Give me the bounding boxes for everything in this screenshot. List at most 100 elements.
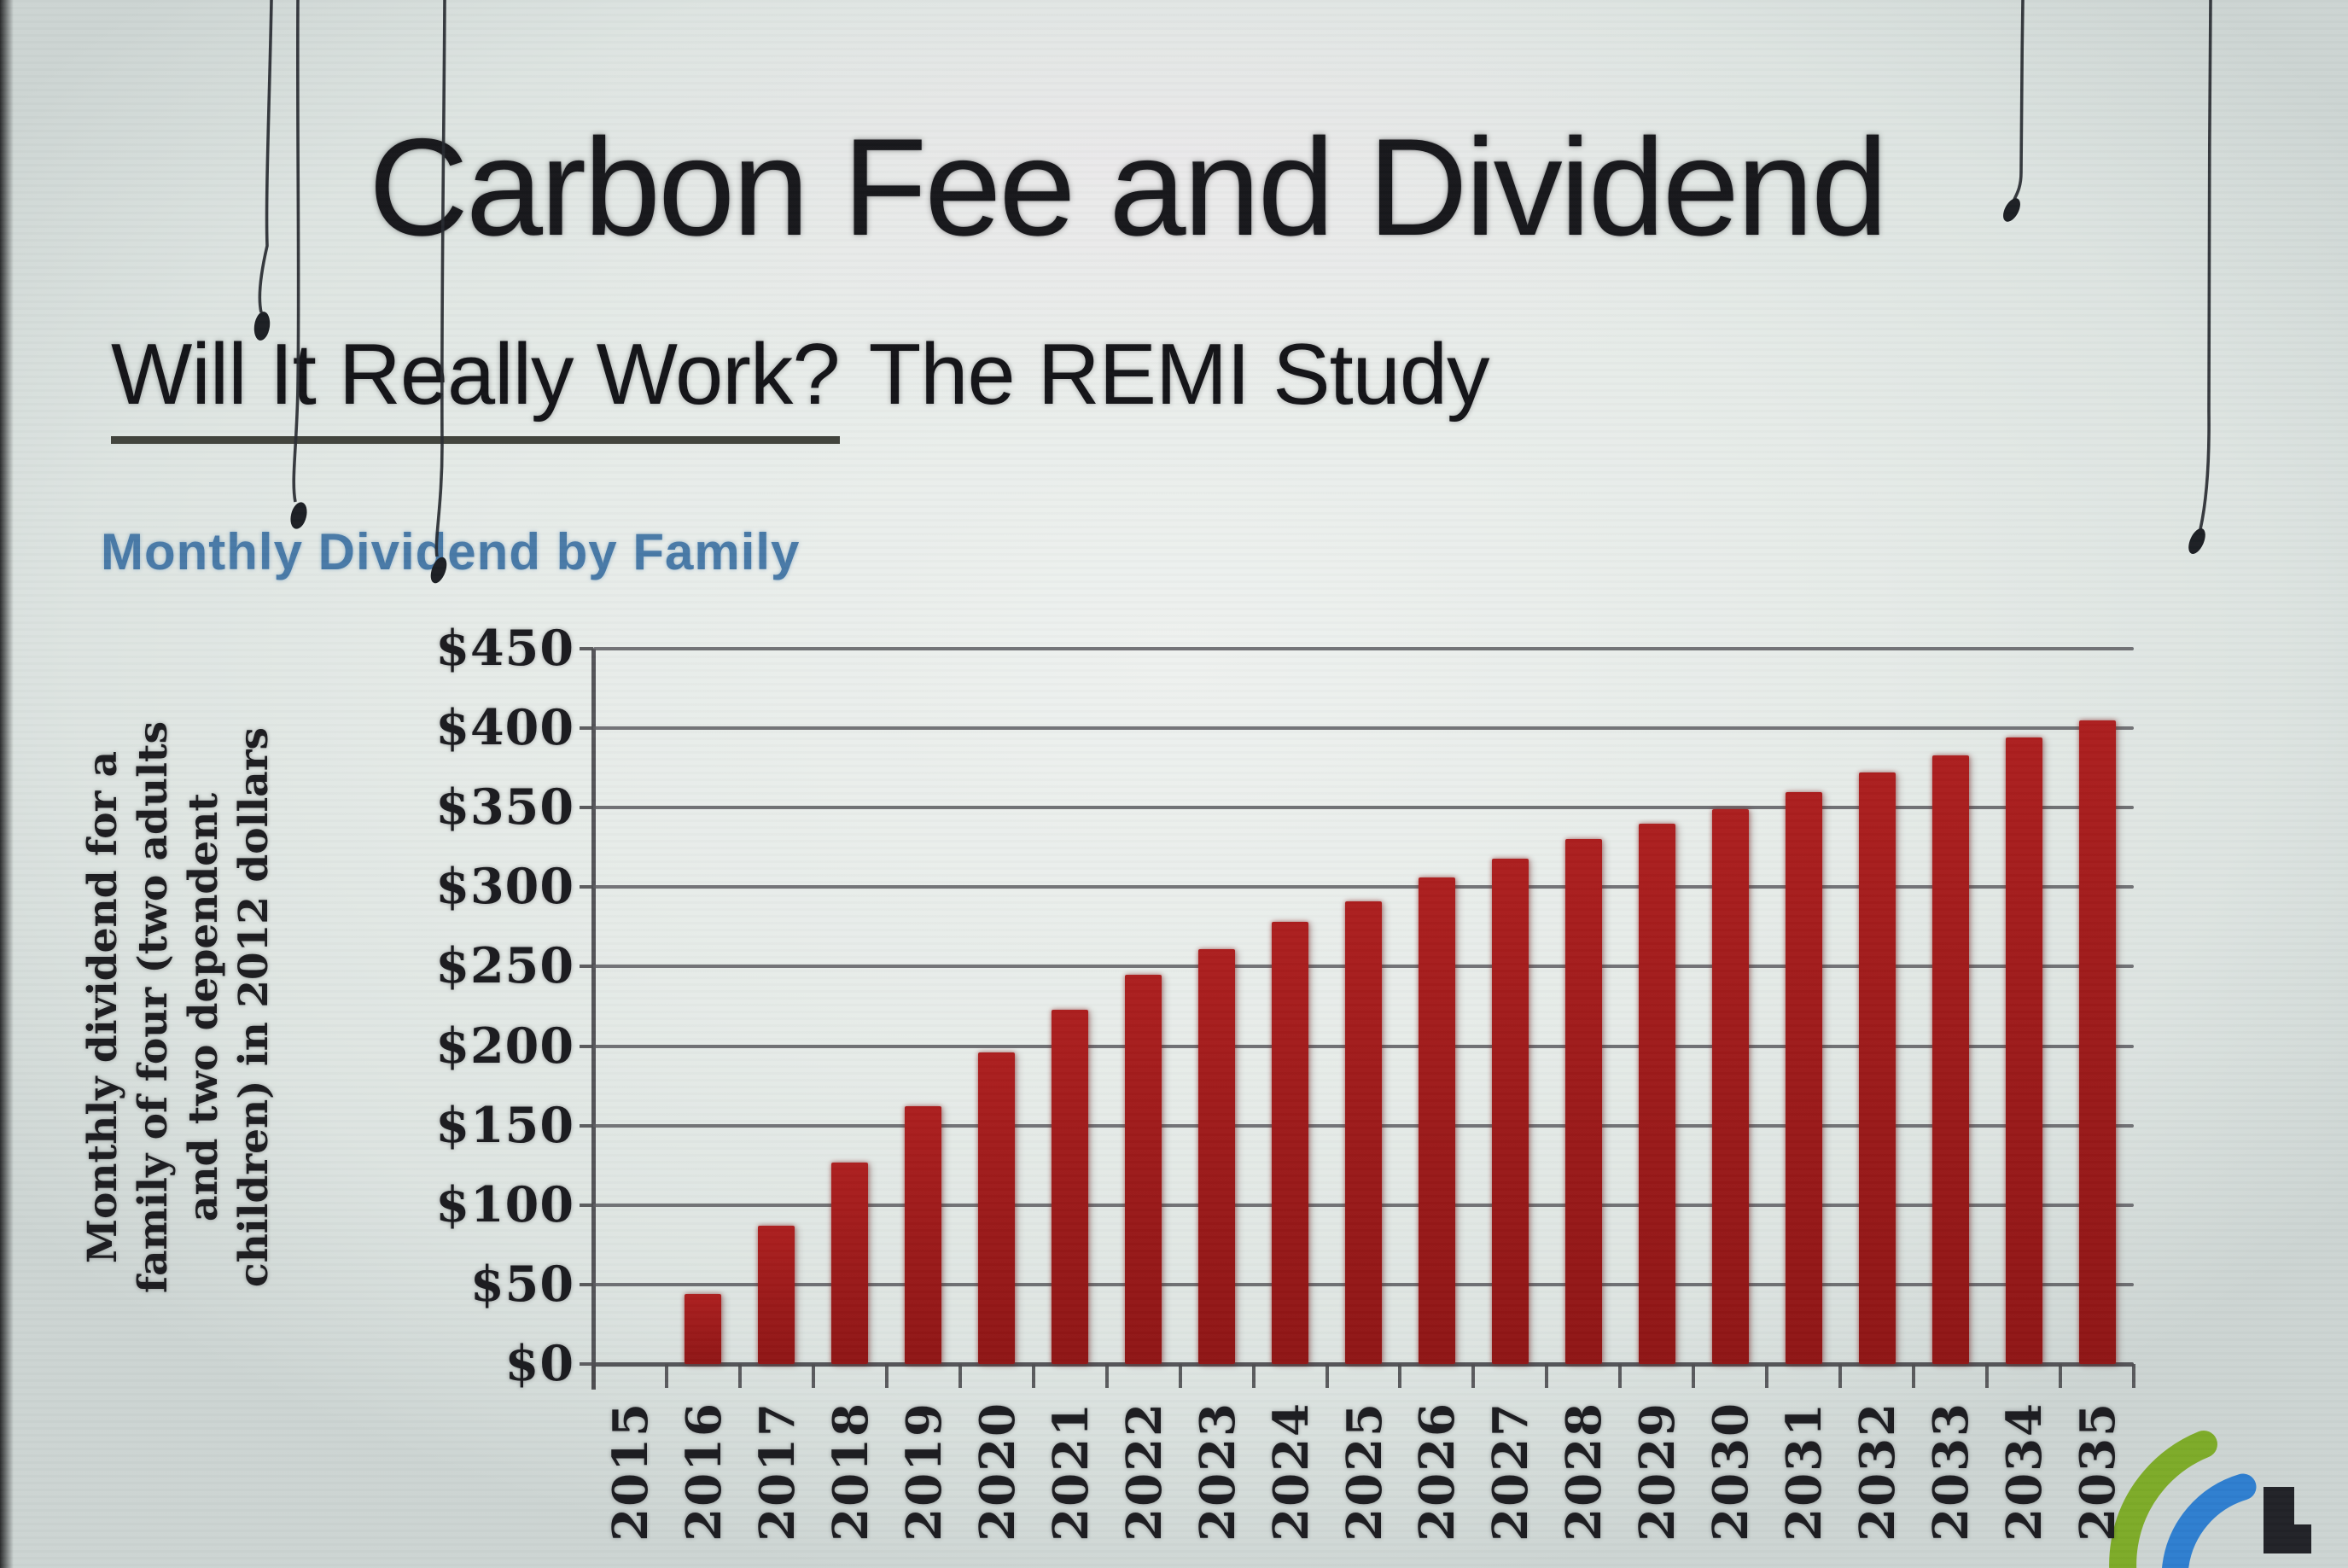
x-axis-tick [1398,1364,1402,1388]
x-axis-tick [591,1364,595,1388]
x-axis-tick [884,1364,889,1388]
grid-line [593,806,2134,810]
grid-line [593,726,2134,731]
y-axis-tick [580,1123,593,1128]
x-axis-line [593,1362,2134,1367]
bar-2034 [2005,737,2042,1364]
y-axis-tick [580,1203,593,1207]
x-tick-label: 2020 [969,1402,1026,1542]
bar-2016 [685,1294,722,1364]
x-tick-label: 2016 [675,1402,732,1542]
x-axis-tick [1765,1364,1769,1388]
x-tick-label: 2015 [602,1402,659,1542]
y-axis-tick [580,1282,593,1286]
x-tick-label: 2030 [1703,1402,1760,1542]
x-axis-tick [811,1364,815,1388]
y-axis-title-line: family of four (two adults [130,720,177,1294]
logo-blue-arc [2162,1473,2257,1568]
subtitle-rest-text: The REMI Study [868,327,1490,423]
bar-2023 [1198,948,1236,1364]
x-tick-label: 2033 [1923,1402,1980,1542]
x-tick-label: 2021 [1042,1402,1099,1542]
y-axis-tick [580,1362,593,1366]
x-tick-label: 2035 [2070,1402,2127,1542]
x-axis-tick [1104,1364,1109,1388]
x-axis-tick [958,1364,962,1388]
subtitle-underlined-text: Will It Really Work? [111,327,841,444]
chart-plot-area [580,647,2135,1390]
photo-left-edge-shadow [0,0,14,1568]
bar-2024 [1272,922,1309,1364]
hanging-cord [434,0,446,557]
x-axis-tick [1031,1364,1035,1388]
x-axis-tick [1178,1364,1182,1388]
x-tick-label: 2026 [1409,1402,1466,1542]
y-tick-label: $300 [435,858,574,916]
x-tick-label: 2027 [1483,1402,1540,1542]
y-axis-title-line: and two dependent [180,792,227,1222]
chart-heading: Monthly Dividend by Family [101,523,801,580]
y-axis-tick [580,965,593,969]
slide-title: Carbon Fee and Dividend [368,109,1888,265]
bar-2030 [1711,809,1749,1364]
x-axis-tick [2132,1364,2135,1388]
grid-line [593,885,2134,889]
x-axis-tick [1545,1364,1549,1388]
bar-2031 [1785,791,1822,1364]
bar-2022 [1125,974,1162,1364]
x-axis-tick [1985,1364,1990,1388]
y-axis-tick [580,806,593,810]
x-tick-label: 2022 [1116,1402,1173,1542]
y-tick-label: $200 [435,1017,574,1075]
x-axis-tick [1251,1364,1256,1388]
x-tick-label: 2032 [1850,1402,1907,1542]
x-tick-label: 2034 [1996,1402,2054,1542]
x-tick-label: 2023 [1189,1402,1246,1542]
y-axis-title-line: Monthly dividend for a [79,750,126,1264]
bar-2026 [1418,877,1455,1364]
bar-2017 [758,1226,795,1364]
y-axis-line [591,649,596,1390]
x-tick-label: 2017 [749,1402,806,1542]
y-tick-label: $50 [470,1255,574,1313]
bar-2025 [1345,901,1382,1364]
logo-letter-l [2264,1487,2311,1553]
bar-2018 [831,1162,869,1364]
x-axis-tick [664,1364,668,1388]
x-tick-label: 2025 [1336,1402,1393,1542]
x-axis-tick [1618,1364,1623,1388]
y-tick-label: $350 [435,778,574,836]
x-tick-label: 2029 [1629,1402,1687,1542]
slide-subtitle: Will It Really Work? The REMI Study [111,326,1490,444]
y-axis-tick [580,647,593,650]
x-axis-tick [1325,1364,1329,1388]
bar-2019 [905,1106,942,1364]
x-tick-label: 2028 [1556,1402,1613,1542]
bar-2029 [1638,823,1675,1364]
x-tick-label: 2031 [1776,1402,1833,1542]
y-axis-tick [580,885,593,889]
x-axis-tick [1692,1364,1696,1388]
bar-2032 [1858,772,1896,1364]
y-axis-tick [580,726,593,731]
y-tick-label: $0 [504,1335,574,1392]
y-axis-title: Monthly dividend for a family of four (tw… [78,621,281,1394]
y-tick-label: $450 [435,620,574,677]
grid-line [593,647,2134,650]
y-axis-title-line: children) in 2012 dollars [230,727,277,1287]
bar-2020 [978,1052,1016,1364]
x-tick-label: 2019 [895,1402,953,1542]
logo-green-arc [2109,1431,2217,1568]
bar-2028 [1564,839,1602,1364]
y-axis-tick [580,1044,593,1048]
bar-2033 [1931,755,1969,1364]
bar-2021 [1052,1009,1089,1364]
y-tick-label: $400 [435,699,574,757]
x-tick-label: 2024 [1262,1402,1320,1542]
x-axis-tick [1912,1364,1916,1388]
x-tick-label: 2018 [822,1402,879,1542]
bar-2027 [1491,858,1529,1364]
y-tick-label: $100 [435,1175,574,1233]
x-axis-tick [2059,1364,2063,1388]
